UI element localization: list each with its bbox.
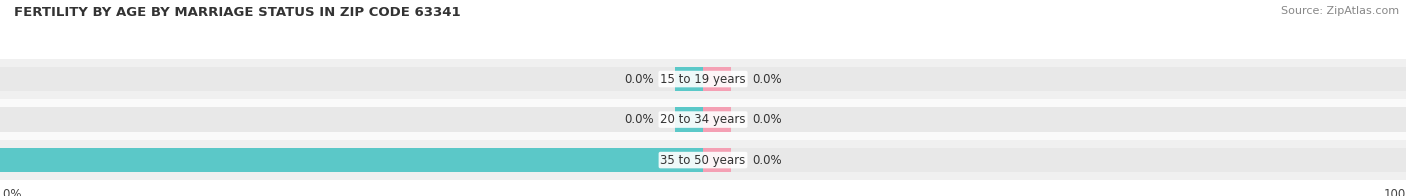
Bar bbox=[0, 67, 703, 91]
Text: 0.0%: 0.0% bbox=[752, 113, 782, 126]
Bar bbox=[703, 107, 731, 132]
Bar bbox=[675, 67, 703, 91]
Bar bbox=[0, 148, 703, 172]
Text: 0.0%: 0.0% bbox=[752, 73, 782, 85]
Text: 0.0%: 0.0% bbox=[624, 113, 654, 126]
Bar bbox=[0, 148, 703, 172]
Text: 0.0%: 0.0% bbox=[624, 73, 654, 85]
Bar bbox=[703, 67, 731, 91]
Bar bbox=[0, 140, 1406, 180]
Text: 35 to 50 years: 35 to 50 years bbox=[661, 154, 745, 167]
Bar bbox=[703, 148, 1406, 172]
Bar bbox=[703, 67, 1406, 91]
Bar bbox=[703, 107, 1406, 132]
Text: 20 to 34 years: 20 to 34 years bbox=[661, 113, 745, 126]
Text: FERTILITY BY AGE BY MARRIAGE STATUS IN ZIP CODE 63341: FERTILITY BY AGE BY MARRIAGE STATUS IN Z… bbox=[14, 6, 461, 19]
Bar bbox=[0, 59, 1406, 99]
Bar bbox=[0, 99, 1406, 140]
Bar bbox=[0, 107, 703, 132]
Text: 0.0%: 0.0% bbox=[752, 154, 782, 167]
Text: Source: ZipAtlas.com: Source: ZipAtlas.com bbox=[1281, 6, 1399, 16]
Bar bbox=[703, 148, 731, 172]
Bar bbox=[675, 107, 703, 132]
Text: 15 to 19 years: 15 to 19 years bbox=[661, 73, 745, 85]
